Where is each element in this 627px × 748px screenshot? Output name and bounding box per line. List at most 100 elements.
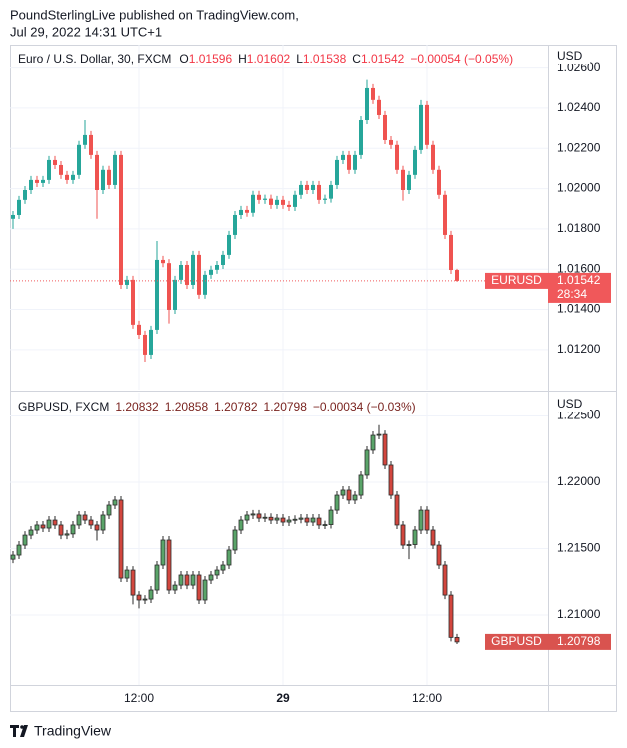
- candle-body: [256, 513, 262, 519]
- candle-body: [58, 524, 64, 536]
- candle-body: [311, 184, 315, 190]
- candle-body: [377, 99, 381, 115]
- y-tick-label: 1.01600: [557, 261, 601, 275]
- candle-body: [406, 544, 412, 546]
- candle-body: [388, 464, 394, 496]
- candle-body: [376, 433, 382, 436]
- price-tag: [548, 633, 611, 650]
- symbol-tag-label: GBPUSD: [491, 634, 542, 648]
- candle-body: [190, 574, 196, 586]
- candle-body: [395, 144, 399, 170]
- candle-body: [106, 504, 112, 516]
- candle-body: [113, 154, 117, 185]
- y-tick-label: 1.21000: [557, 607, 601, 621]
- y-tick-label: 1.02000: [557, 181, 601, 195]
- candle-body: [346, 489, 352, 501]
- candle-body: [70, 524, 76, 535]
- candle-body: [47, 159, 51, 180]
- candle-body: [16, 544, 22, 556]
- candle-body: [29, 179, 33, 190]
- candle-body: [352, 494, 358, 501]
- candle-body: [316, 517, 322, 526]
- candle-body: [184, 574, 190, 586]
- candle-body: [304, 517, 310, 523]
- candle-body: [268, 516, 274, 521]
- candle-body: [53, 159, 57, 165]
- price-tag-label: 1.20798: [557, 634, 601, 648]
- candle-body: [251, 194, 255, 213]
- candle-body: [358, 474, 364, 496]
- candle-body: [178, 574, 184, 586]
- candle-body: [359, 120, 363, 155]
- timestamp: Jul 29, 2022 14:31 UTC+1: [10, 24, 162, 39]
- candle-body: [41, 179, 45, 183]
- candle-body: [442, 564, 448, 596]
- candle-body: [89, 134, 93, 155]
- candle-body: [124, 569, 130, 579]
- candle-body: [173, 279, 177, 310]
- candle-body: [239, 209, 243, 215]
- candle-body: [310, 517, 316, 523]
- candle-body: [322, 524, 328, 526]
- legend-value: 1.01602: [247, 52, 291, 66]
- candle-body: [341, 154, 345, 160]
- brand-logo: [10, 725, 28, 737]
- candle-body: [430, 529, 436, 546]
- price-tag-label: 1.01542: [557, 273, 601, 287]
- candle-body: [46, 519, 52, 529]
- candle-body: [383, 114, 387, 140]
- legend-value: 1.20858: [165, 400, 209, 414]
- legend-change: −0.00054 (−0.05%): [410, 52, 513, 66]
- candle-body: [196, 574, 202, 601]
- candle-body: [40, 524, 46, 529]
- candle-body: [245, 209, 249, 213]
- candle-body: [299, 184, 303, 195]
- candle-body: [389, 139, 393, 145]
- candle-body: [10, 554, 16, 560]
- candle-body: [131, 279, 135, 325]
- candle-body: [329, 184, 333, 199]
- legend: GBPUSD, FXCM 1.20832 1.20858 1.20782 1.20798…: [18, 400, 416, 414]
- candle-body: [100, 514, 106, 531]
- candle-body: [263, 198, 267, 200]
- price-tag: [548, 272, 611, 303]
- candle-body: [334, 494, 340, 511]
- candle-body: [77, 144, 81, 175]
- candle-body: [71, 174, 75, 180]
- legend-letter: H: [238, 52, 247, 66]
- candle-body: [215, 264, 219, 270]
- candle-body: [76, 514, 82, 526]
- candle-body: [34, 524, 40, 531]
- candle-body: [232, 529, 238, 551]
- unit-bg: [550, 48, 590, 64]
- x-tick-label: 12:00: [124, 691, 154, 705]
- candle-body: [250, 513, 256, 516]
- candle-body: [203, 274, 207, 295]
- unit-bg: [550, 396, 590, 412]
- candle-body: [167, 263, 171, 310]
- legend-letter: L: [296, 52, 303, 66]
- legend-change: −0.00034 (−0.03%): [313, 400, 416, 414]
- candle-body: [238, 519, 244, 531]
- candle-body: [233, 214, 237, 235]
- candle-body: [82, 514, 88, 521]
- candle-body: [52, 519, 58, 526]
- legend-title: Euro / U.S. Dollar, 30, FXCM: [18, 52, 171, 66]
- candle-body: [449, 234, 453, 271]
- legend-letter: C: [352, 52, 361, 66]
- candle-body: [226, 549, 232, 566]
- candle-body: [172, 584, 178, 591]
- candle-body: [257, 194, 261, 200]
- candle-body: [382, 433, 388, 466]
- y-tick-label: 1.22000: [557, 474, 601, 488]
- candle-body: [88, 519, 94, 526]
- candle-body: [160, 539, 166, 566]
- candle-body: [137, 324, 141, 335]
- symbol-tag-label: EURUSD: [491, 273, 542, 287]
- y-tick-label: 1.02200: [557, 140, 601, 154]
- candle-body: [448, 594, 454, 638]
- panes: 1.01200 1.01400 1.01600 1.01800 1.02000 1.022…: [10, 45, 611, 705]
- candle-body: [419, 104, 423, 150]
- candle-body: [424, 509, 430, 531]
